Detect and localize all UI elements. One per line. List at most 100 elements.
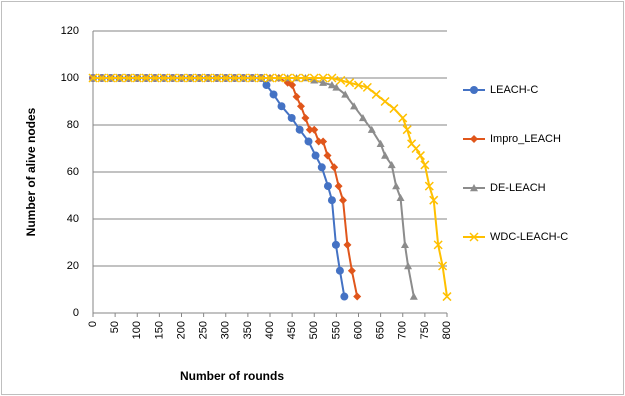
x-tick-label: 500	[308, 321, 320, 339]
legend-label: DE-LEACH	[490, 182, 546, 194]
point	[438, 261, 448, 271]
point	[283, 73, 293, 83]
point	[97, 73, 107, 83]
point	[317, 163, 326, 172]
y-tick-label: 80	[67, 119, 79, 131]
point	[309, 73, 319, 83]
point	[141, 73, 151, 83]
point	[353, 80, 364, 90]
point	[185, 73, 195, 83]
point	[247, 73, 257, 83]
point	[362, 82, 372, 92]
point	[332, 83, 341, 91]
y-tick-label: 40	[67, 213, 79, 225]
point	[319, 137, 328, 146]
point	[327, 81, 336, 89]
point	[314, 137, 323, 146]
point	[310, 125, 319, 134]
x-axis-title: Number of rounds	[180, 369, 284, 383]
x-tick-label: 600	[352, 321, 364, 339]
point	[132, 73, 142, 83]
point	[311, 151, 320, 160]
point	[396, 193, 405, 202]
x-tick-label: 100	[131, 321, 143, 339]
point	[319, 78, 328, 86]
point	[194, 73, 204, 83]
point	[323, 151, 332, 160]
x-tick-label: 800	[441, 321, 453, 339]
point	[392, 182, 401, 190]
point	[310, 76, 319, 84]
point	[358, 113, 367, 122]
x-tick-label: 350	[242, 321, 254, 339]
point	[323, 182, 332, 191]
legend-label: WDC-LEACH-C	[490, 231, 568, 243]
point	[347, 266, 356, 275]
point	[429, 195, 439, 205]
y-tick-label: 120	[61, 25, 79, 37]
point	[339, 196, 348, 205]
point	[277, 102, 286, 111]
point	[203, 73, 213, 83]
point	[287, 113, 296, 122]
point	[115, 73, 125, 83]
x-tick-label: 550	[330, 321, 342, 339]
point	[340, 292, 349, 301]
y-tick-label: 100	[61, 72, 79, 84]
point	[301, 113, 310, 122]
point	[415, 151, 425, 161]
point	[318, 73, 328, 83]
point	[404, 262, 413, 270]
point	[300, 73, 310, 83]
point	[159, 73, 169, 83]
point	[330, 163, 339, 172]
x-tick-label: 0	[87, 321, 99, 327]
point	[288, 81, 297, 90]
legend-marker	[470, 135, 478, 143]
point	[376, 139, 385, 147]
point	[353, 292, 362, 301]
point	[238, 73, 248, 83]
point	[292, 92, 301, 101]
point	[343, 240, 352, 249]
point	[411, 143, 421, 154]
point	[442, 292, 452, 302]
point	[256, 73, 266, 83]
point	[334, 182, 343, 191]
y-tick-label: 0	[73, 307, 79, 319]
x-tick-label: 650	[375, 321, 387, 339]
x-tick-label: 700	[397, 321, 409, 339]
point	[371, 89, 381, 99]
x-tick-label: 250	[198, 321, 210, 339]
point	[420, 160, 430, 170]
x-tick-label: 150	[153, 321, 165, 339]
x-tick-label: 450	[286, 321, 298, 339]
x-tick-label: 200	[175, 321, 187, 339]
point	[389, 104, 399, 114]
point	[335, 266, 344, 275]
point	[398, 113, 408, 123]
point	[296, 102, 305, 111]
point	[380, 96, 390, 107]
point	[367, 125, 376, 133]
point	[409, 292, 418, 300]
point	[305, 125, 314, 134]
point	[292, 73, 302, 83]
point	[341, 90, 350, 98]
point	[176, 73, 187, 83]
point	[221, 73, 231, 83]
point	[381, 151, 390, 159]
point	[274, 73, 284, 83]
point	[345, 78, 355, 88]
point	[350, 102, 359, 110]
point	[150, 73, 160, 83]
point	[106, 73, 116, 83]
point	[387, 160, 396, 169]
point	[168, 73, 178, 83]
x-tick-label: 50	[109, 321, 121, 333]
x-tick-label: 400	[264, 321, 276, 339]
point	[123, 73, 133, 83]
point	[304, 137, 313, 146]
point	[424, 181, 434, 191]
